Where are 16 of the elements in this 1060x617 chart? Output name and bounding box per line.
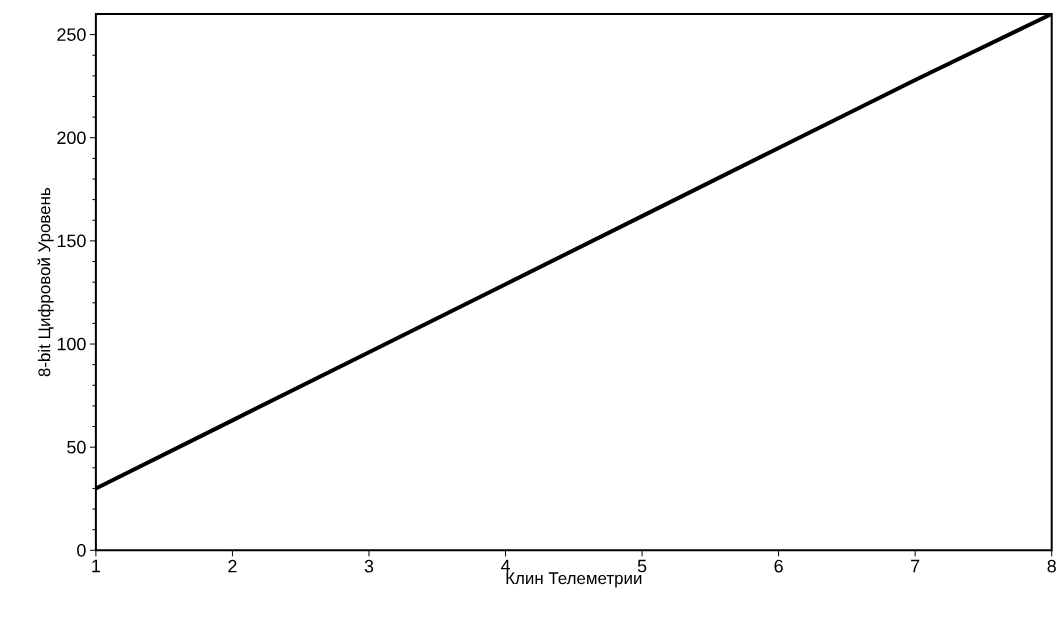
- y-axis-title: 8-bit Цифровой Уровень: [37, 187, 54, 377]
- x-tick-label: 4: [500, 559, 510, 573]
- y-tick-label: 50: [67, 440, 86, 454]
- x-tick-label: 7: [911, 559, 920, 573]
- x-tick-label: 1: [92, 559, 100, 573]
- x-tick-label: 8: [1047, 559, 1056, 573]
- x-tick-label: 6: [774, 559, 783, 573]
- x-tick-label: 3: [364, 559, 374, 573]
- x-tick-label: 5: [637, 559, 647, 573]
- y-tick-label: 100: [57, 337, 86, 351]
- y-tick-label: 250: [57, 28, 86, 41]
- x-tick-label: 2: [228, 559, 237, 573]
- x-axis-title: Клин Телеметрии: [506, 572, 642, 588]
- y-tick-label: 200: [57, 131, 86, 144]
- y-tick-label: 150: [57, 234, 86, 248]
- y-tick-label: 0: [77, 543, 86, 557]
